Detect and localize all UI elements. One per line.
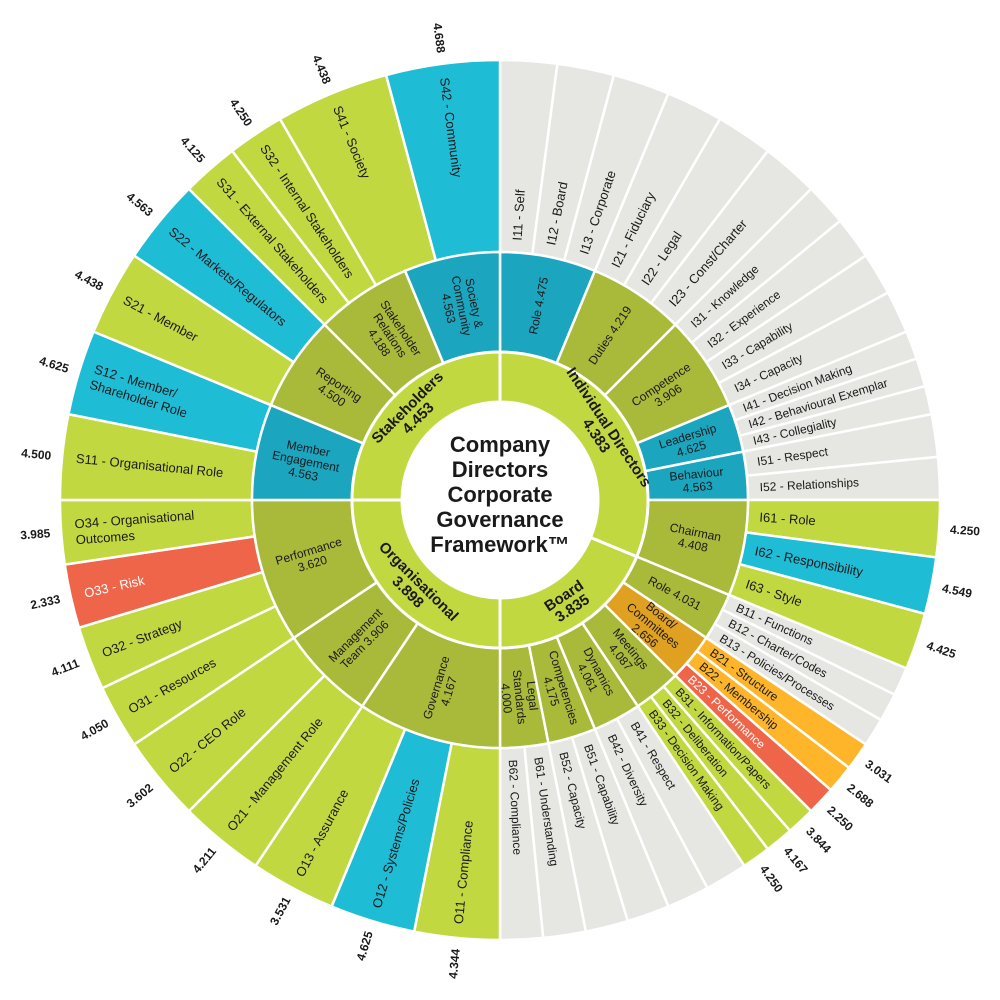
item-score: 3.602: [124, 780, 156, 810]
item-score: 4.211: [190, 844, 220, 876]
center-hub: Company Directors Corporate Governance F…: [402, 402, 598, 598]
framework-title-line-3: Corporate: [447, 482, 552, 507]
item-score: 4.125: [178, 134, 209, 166]
framework-title-line-4: Governance: [436, 507, 563, 532]
item-score: 3.031: [863, 757, 896, 786]
item-score: 4.625: [38, 354, 71, 376]
item-score: 3.985: [20, 526, 51, 542]
item-score: 4.425: [925, 638, 958, 661]
framework-title-line-1: Company: [450, 432, 551, 457]
item-score: 4.563: [124, 189, 156, 219]
subdomain-label: LegalStandards4.000: [497, 668, 542, 726]
item-score: 2.333: [29, 592, 62, 612]
framework-title-line-5: Framework™: [430, 532, 569, 557]
item-score: 4.050: [78, 716, 111, 743]
item-score: 4.111: [49, 656, 81, 680]
center-circle: [402, 402, 598, 598]
item-score: 4.250: [950, 523, 981, 539]
subdomain-label: Chairman4.408: [666, 520, 722, 557]
subdomain-ring: Role 4.475 Duties 4.219Competence3.906Lea…: [250, 250, 750, 750]
item-score: 4.250: [757, 863, 786, 896]
item-label: I11 - Self: [510, 189, 528, 241]
item-score: 2.250: [824, 803, 856, 834]
item-score: 2.688: [844, 781, 876, 811]
item-score: 4.500: [21, 446, 53, 463]
item-score: 4.167: [781, 844, 811, 876]
item-score: 4.625: [354, 929, 376, 962]
item-score: 4.344: [446, 948, 463, 980]
item-score: 3.531: [267, 894, 294, 927]
item-score: 3.844: [803, 824, 834, 856]
item-label: I61 - Role: [759, 510, 816, 529]
item-label: I52 - Relationships: [759, 475, 859, 494]
item-score: 4.438: [309, 53, 334, 86]
item-score: 4.688: [430, 22, 448, 54]
item-score: 4.250: [227, 96, 256, 129]
subdomain-label: Behaviour4.563: [669, 465, 725, 497]
item-label: B62 - Compliance: [506, 759, 525, 855]
item-score: 4.549: [941, 581, 974, 601]
item-score: 4.438: [72, 267, 105, 294]
framework-title-line-2: Directors: [452, 457, 549, 482]
